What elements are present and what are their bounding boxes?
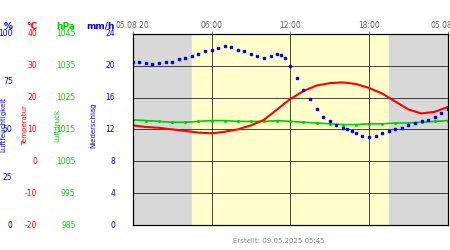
Text: 24: 24 — [106, 29, 115, 38]
Text: °C: °C — [26, 22, 37, 31]
Text: Erstellt: 09.05.2025 05:45: Erstellt: 09.05.2025 05:45 — [233, 238, 325, 244]
Text: 1015: 1015 — [56, 125, 76, 134]
Text: 8: 8 — [110, 157, 115, 166]
Text: Niederschlag: Niederschlag — [90, 102, 97, 148]
Text: %: % — [4, 22, 13, 31]
Text: 100: 100 — [0, 29, 13, 38]
Bar — [389, 34, 448, 225]
Text: Luftdruck: Luftdruck — [54, 108, 61, 142]
Text: mm/h: mm/h — [87, 22, 115, 31]
Text: 1035: 1035 — [56, 61, 76, 70]
Text: 10: 10 — [27, 125, 37, 134]
Text: 16: 16 — [106, 93, 115, 102]
Text: 1025: 1025 — [56, 93, 76, 102]
Bar — [192, 34, 389, 225]
Text: 75: 75 — [3, 77, 13, 86]
Text: 1045: 1045 — [56, 29, 76, 38]
Text: 1005: 1005 — [56, 157, 76, 166]
Text: 985: 985 — [61, 220, 76, 230]
Text: -20: -20 — [24, 220, 37, 230]
Text: 20: 20 — [106, 61, 115, 70]
Text: 0: 0 — [32, 157, 37, 166]
Text: 4: 4 — [110, 188, 115, 198]
Text: 30: 30 — [27, 61, 37, 70]
Text: 40: 40 — [27, 29, 37, 38]
Text: 0: 0 — [110, 220, 115, 230]
Text: 995: 995 — [61, 188, 76, 198]
Text: 12: 12 — [106, 125, 115, 134]
Text: Luftfeuchtigkeit: Luftfeuchtigkeit — [0, 98, 7, 152]
Text: Temperatur: Temperatur — [22, 105, 28, 145]
Text: 25: 25 — [3, 173, 13, 182]
Text: 50: 50 — [3, 125, 13, 134]
Text: -10: -10 — [24, 188, 37, 198]
Text: 20: 20 — [27, 93, 37, 102]
Text: hPa: hPa — [57, 22, 76, 31]
Text: 0: 0 — [8, 220, 13, 230]
Bar — [133, 34, 192, 225]
